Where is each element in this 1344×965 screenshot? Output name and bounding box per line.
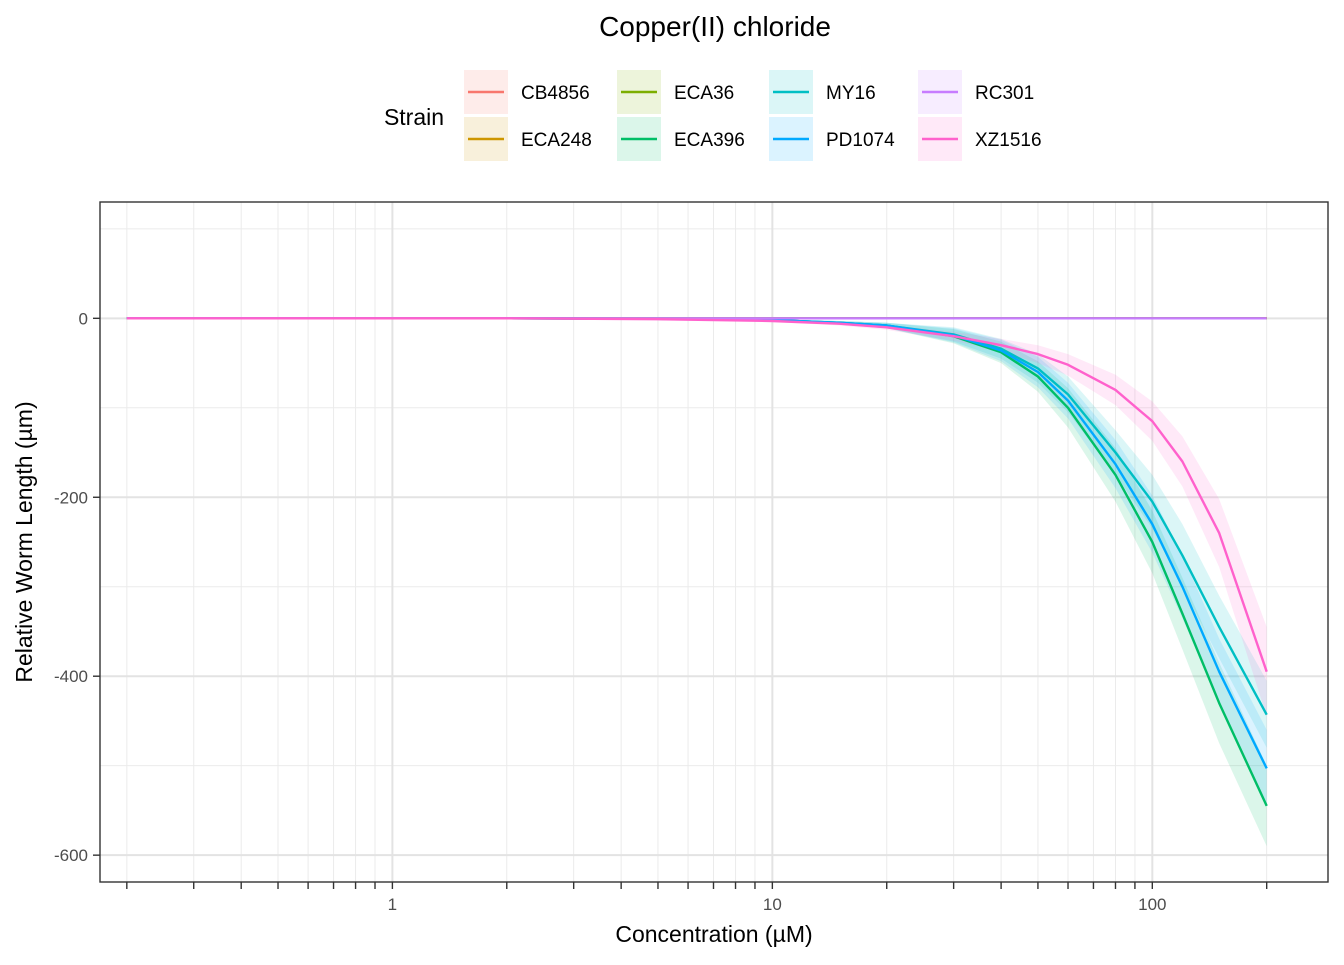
axes: 0 -200 -400 -600 1 10 100 <box>54 309 1268 914</box>
legend-label-eca36: ECA36 <box>674 83 734 104</box>
y-axis-label: Relative Worm Length (µm) <box>11 401 37 682</box>
legend-label-my16: MY16 <box>826 83 876 104</box>
y-tick-label: 0 <box>79 309 88 328</box>
legend-label-pd1074: PD1074 <box>826 130 895 151</box>
plot-background <box>100 202 1328 882</box>
x-tick-label: 100 <box>1138 895 1166 914</box>
gridlines <box>100 202 1328 882</box>
y-tick-label: -600 <box>54 846 88 865</box>
legend-label-eca396: ECA396 <box>674 130 745 151</box>
legend-label-eca248: ECA248 <box>521 130 592 151</box>
y-tick-label: -200 <box>54 488 88 507</box>
legend-label-xz1516: XZ1516 <box>975 130 1042 151</box>
y-tick-label: -400 <box>54 667 88 686</box>
legend-label-cb4856: CB4856 <box>521 83 590 104</box>
x-tick-label: 10 <box>763 895 782 914</box>
legend-title: Strain <box>384 104 444 130</box>
x-axis-label: Concentration (µM) <box>615 921 812 947</box>
legend-label-rc301: RC301 <box>975 83 1034 104</box>
x-tick-label: 1 <box>388 895 397 914</box>
series-line-xz1516 <box>126 317 1268 673</box>
legend: CB4856 ECA248 ECA36 ECA396 MY16 PD1074 RC301 XZ… <box>464 70 1042 161</box>
series-lines <box>126 317 1268 807</box>
chart-title: Copper(II) chloride <box>599 11 831 42</box>
